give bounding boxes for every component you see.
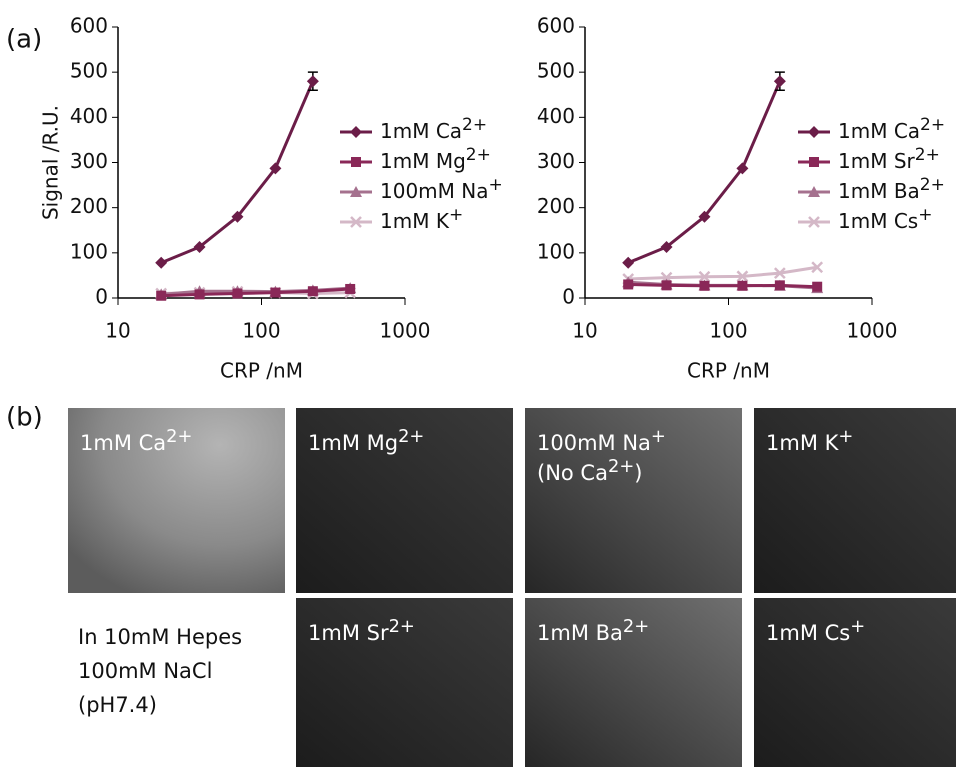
marker [660, 240, 673, 253]
micrograph [296, 598, 513, 767]
marker [350, 186, 362, 197]
series-line [161, 287, 351, 298]
x-tick-label: 1000 [380, 319, 431, 343]
marker [350, 216, 362, 228]
y-tick-label: 100 [537, 239, 575, 263]
panel-label: (b) [6, 403, 43, 433]
legend-label: 100mM Na+ [380, 175, 503, 203]
y-tick-label: 200 [70, 194, 108, 218]
y-tick-label: 600 [70, 14, 108, 38]
image-label: 1mM K+ [766, 426, 853, 455]
x-tick-label: 10 [105, 319, 130, 343]
legend-label: 1mM K+ [380, 205, 463, 233]
marker [736, 270, 749, 283]
x-tick-label: 10 [572, 319, 597, 343]
legend-label: 1mM Mg2+ [380, 145, 491, 173]
marker [193, 240, 206, 253]
marker [350, 126, 362, 138]
marker [808, 216, 820, 228]
legend-label: 1mM Ca2+ [838, 115, 945, 143]
panel-label: (a) [6, 25, 42, 55]
marker [809, 157, 819, 167]
y-tick-label: 500 [70, 59, 108, 83]
series-line [160, 80, 315, 265]
marker [232, 288, 243, 299]
marker [306, 75, 319, 88]
marker [773, 75, 786, 88]
marker [269, 162, 282, 175]
micrograph [525, 598, 742, 767]
y-tick-label: 400 [70, 104, 108, 128]
marker [622, 256, 635, 269]
image-label: 1mM Sr2+ [308, 616, 415, 645]
buffer-note: (pH7.4) [78, 693, 157, 717]
marker [231, 210, 244, 223]
marker [808, 126, 820, 138]
y-tick-label: 100 [70, 239, 108, 263]
legend-label: 1mM Sr2+ [838, 145, 940, 173]
x-tick-label: 1000 [847, 319, 898, 343]
image-label: 1mM Mg2+ [308, 426, 424, 455]
marker [698, 210, 711, 223]
micrograph [754, 598, 956, 767]
marker [811, 261, 824, 274]
marker [270, 287, 281, 298]
marker [737, 280, 748, 291]
series-line [628, 282, 818, 289]
micrograph [296, 408, 513, 593]
image-label: 1mM Ba2+ [537, 616, 649, 645]
y-tick-label: 600 [537, 14, 575, 38]
buffer-note: In 10mM Hepes [78, 625, 242, 649]
marker [194, 289, 205, 300]
legend-label: 1mM Ca2+ [380, 115, 487, 143]
marker [698, 270, 711, 283]
image-label: 1mM Cs+ [766, 616, 865, 645]
y-tick-label: 500 [537, 59, 575, 83]
marker [774, 280, 785, 291]
buffer-note: 100mM NaCl [78, 659, 212, 683]
micrograph [754, 408, 956, 593]
marker [345, 283, 356, 294]
series-line [628, 265, 818, 281]
y-axis-label: Signal /R.U. [39, 105, 63, 220]
x-axis-label: CRP /nM [220, 359, 303, 383]
micrograph [525, 408, 742, 593]
marker [661, 280, 672, 291]
x-axis-label: CRP /nM [687, 359, 770, 383]
marker [155, 256, 168, 269]
legend-label: 1mM Cs+ [838, 205, 932, 233]
series-line [627, 80, 782, 265]
y-tick-label: 0 [95, 285, 108, 309]
y-tick-label: 0 [562, 285, 575, 309]
image-label: 1mM Ca2+ [80, 426, 192, 455]
marker [623, 279, 634, 290]
marker [307, 286, 318, 297]
micrograph [68, 408, 285, 593]
marker [812, 281, 823, 292]
y-tick-label: 300 [537, 149, 575, 173]
y-tick-label: 200 [537, 194, 575, 218]
y-tick-label: 300 [70, 149, 108, 173]
x-tick-label: 100 [242, 319, 280, 343]
marker [736, 162, 749, 175]
marker [699, 280, 710, 291]
image-label: 100mM Na+ [537, 426, 666, 455]
marker [156, 290, 167, 301]
marker [351, 157, 361, 167]
x-tick-label: 100 [709, 319, 747, 343]
marker [808, 186, 820, 197]
y-tick-label: 400 [537, 104, 575, 128]
marker [773, 267, 786, 280]
legend-label: 1mM Ba2+ [838, 175, 945, 203]
image-label: (No Ca2+) [537, 456, 642, 485]
